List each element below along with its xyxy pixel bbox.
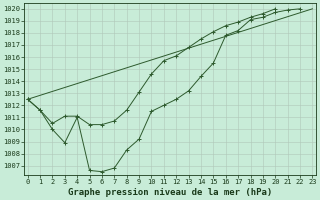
X-axis label: Graphe pression niveau de la mer (hPa): Graphe pression niveau de la mer (hPa) (68, 188, 272, 197)
